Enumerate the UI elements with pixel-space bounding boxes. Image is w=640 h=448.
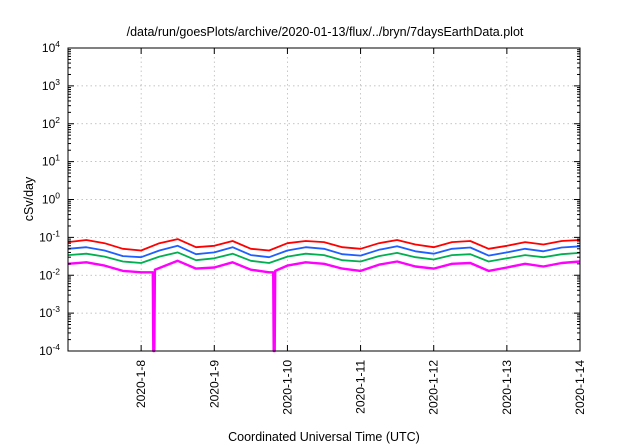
- x-tick-label: 2020-1-13: [500, 360, 514, 415]
- series-layer: [67, 238, 581, 353]
- x-axis: 2020-1-8 2020-1-9 2020-1-10 2020-1-11 2020-1…: [134, 48, 587, 415]
- grid: [68, 48, 580, 351]
- y-tick-label: 101: [42, 153, 60, 169]
- series-line: [67, 244, 581, 259]
- chart-title: /data/run/goesPlots/archive/2020-01-13/f…: [127, 25, 524, 39]
- x-tick-label: 2020-1-9: [207, 360, 221, 408]
- y-tick-label: 100: [42, 191, 60, 207]
- x-tick-label: 2020-1-12: [427, 360, 441, 415]
- y-tick-label: 10-3: [39, 304, 60, 320]
- x-tick-label: 2020-1-14: [573, 360, 587, 415]
- x-axis-label: Coordinated Universal Time (UTC): [228, 430, 420, 444]
- y-axis-label: cSv/day: [22, 176, 36, 221]
- y-tick-label: 104: [42, 39, 60, 55]
- x-tick-label: 2020-1-8: [134, 360, 148, 408]
- series-line: [67, 259, 581, 353]
- series-line: [67, 251, 581, 264]
- y-tick-label: 102: [42, 115, 60, 131]
- x-tick-label: 2020-1-10: [280, 360, 294, 415]
- x-tick-label: 2020-1-11: [354, 360, 368, 414]
- y-tick-label: 10-2: [39, 266, 60, 282]
- y-tick-label: 103: [42, 77, 60, 93]
- series-line: [67, 238, 581, 252]
- y-tick-label: 10-1: [39, 228, 60, 244]
- y-tick-label: 10-4: [39, 342, 60, 358]
- y-axis: 10-4 10-3 10-2 10-1 100 101 102 103 104: [39, 39, 580, 358]
